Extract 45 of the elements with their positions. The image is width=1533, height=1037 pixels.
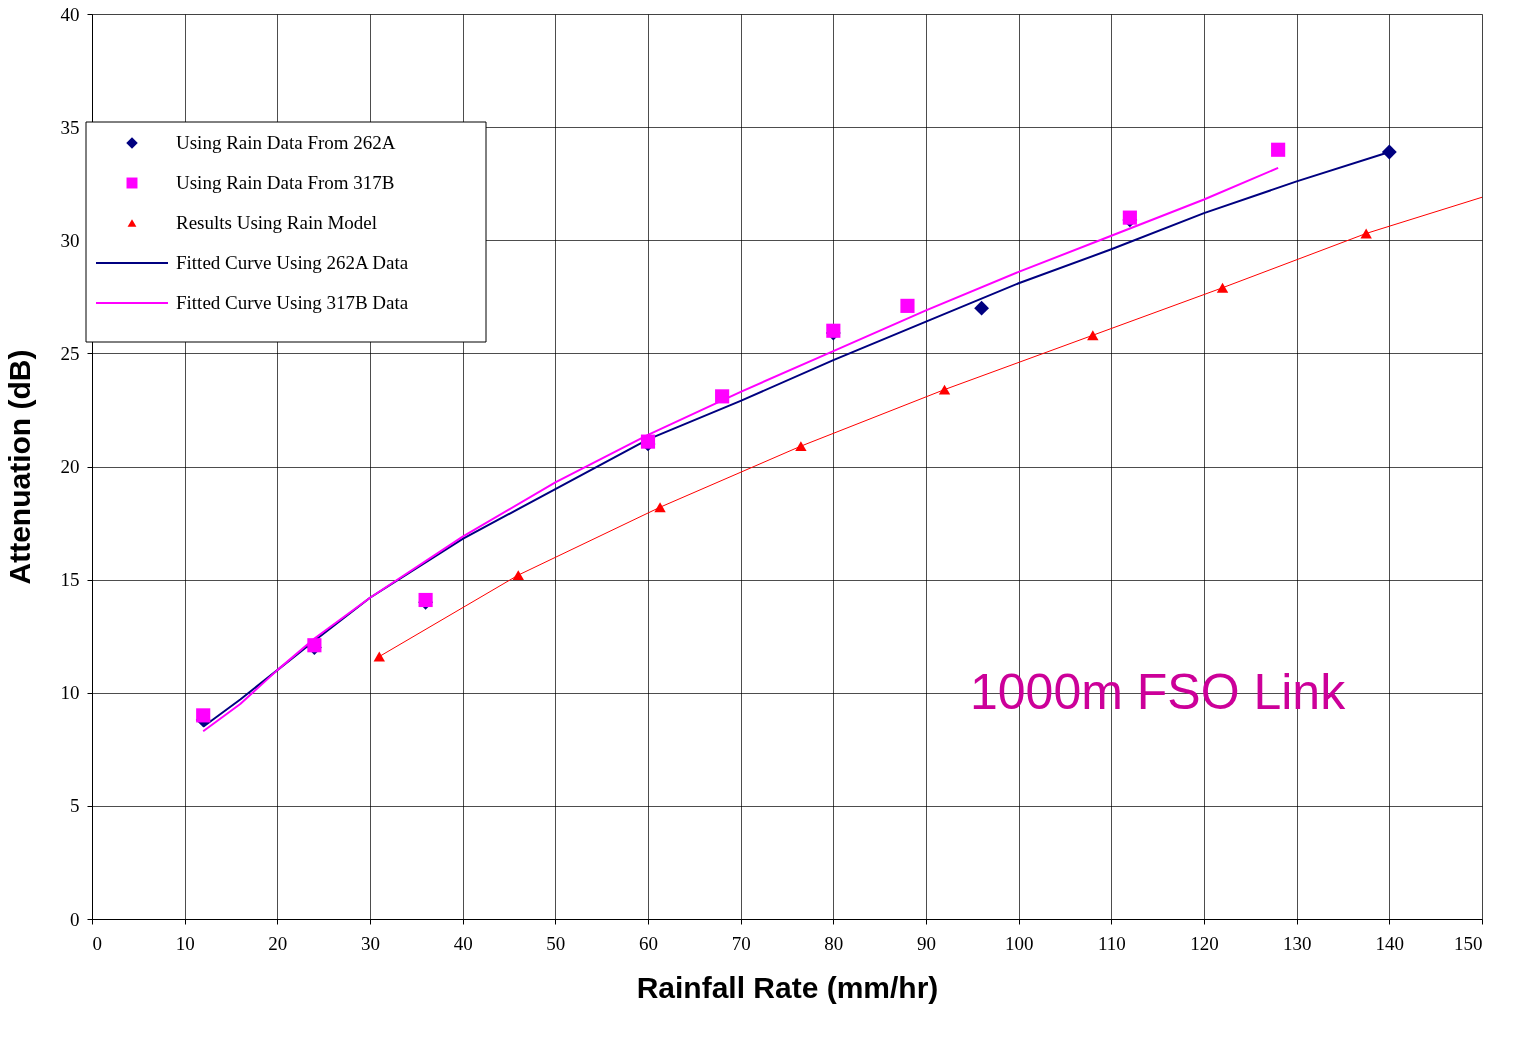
- y-tick-label: 35: [60, 116, 80, 138]
- legend-label: Results Using Rain Model: [176, 212, 378, 233]
- x-tick-label: 120: [1190, 932, 1219, 954]
- x-tick-label: 90: [917, 932, 936, 954]
- x-tick-label: 80: [824, 932, 844, 954]
- x-tick-label: 140: [1375, 932, 1405, 954]
- x-tick-label: 60: [639, 932, 658, 954]
- y-tick-label: 25: [60, 342, 80, 364]
- y-tick-label: 30: [60, 229, 80, 251]
- legend-label: Using Rain Data From 262A: [176, 132, 396, 153]
- legend-label: Using Rain Data From 317B: [176, 172, 395, 193]
- point: [900, 298, 915, 313]
- point: [938, 384, 951, 395]
- legend-label: Fitted Curve Using 262A Data: [176, 252, 409, 273]
- point: [654, 502, 666, 513]
- legend-label: Fitted Curve Using 317B Data: [176, 292, 409, 313]
- x-tick-label: 100: [1004, 932, 1034, 954]
- point: [1087, 330, 1099, 341]
- x-tick-label: 30: [361, 932, 380, 954]
- y-tick-label: 10: [60, 682, 80, 704]
- point: [974, 300, 990, 316]
- point: [1271, 142, 1286, 157]
- x-tick-label: 20: [268, 932, 288, 954]
- x-tick-label: 10: [175, 932, 195, 954]
- point: [512, 570, 524, 581]
- y-tick-label: 20: [60, 456, 80, 477]
- x-tick-label: 110: [1097, 932, 1126, 954]
- x-tick-label: 150: [1454, 932, 1483, 954]
- y-axis-title: Attenuation (dB): [2, 349, 36, 585]
- point: [715, 389, 730, 404]
- y-tick-label: 15: [60, 569, 80, 591]
- point: [1360, 228, 1372, 239]
- x-tick-label: 0: [92, 932, 102, 954]
- x-tick-label: 70: [731, 932, 751, 954]
- x-tick-label: 40: [453, 932, 473, 954]
- y-tick-label: 5: [70, 795, 80, 817]
- x-tick-label: 50: [546, 932, 566, 954]
- point: [795, 441, 807, 452]
- point: [196, 708, 211, 723]
- point: [1381, 144, 1397, 160]
- y-tick-label: 40: [60, 3, 80, 25]
- x-tick-label: 130: [1282, 932, 1312, 954]
- x-axis-title: Rainfall Rate (mm/hr): [636, 970, 939, 1004]
- point: [1216, 282, 1229, 293]
- y-tick-label: 0: [70, 908, 80, 930]
